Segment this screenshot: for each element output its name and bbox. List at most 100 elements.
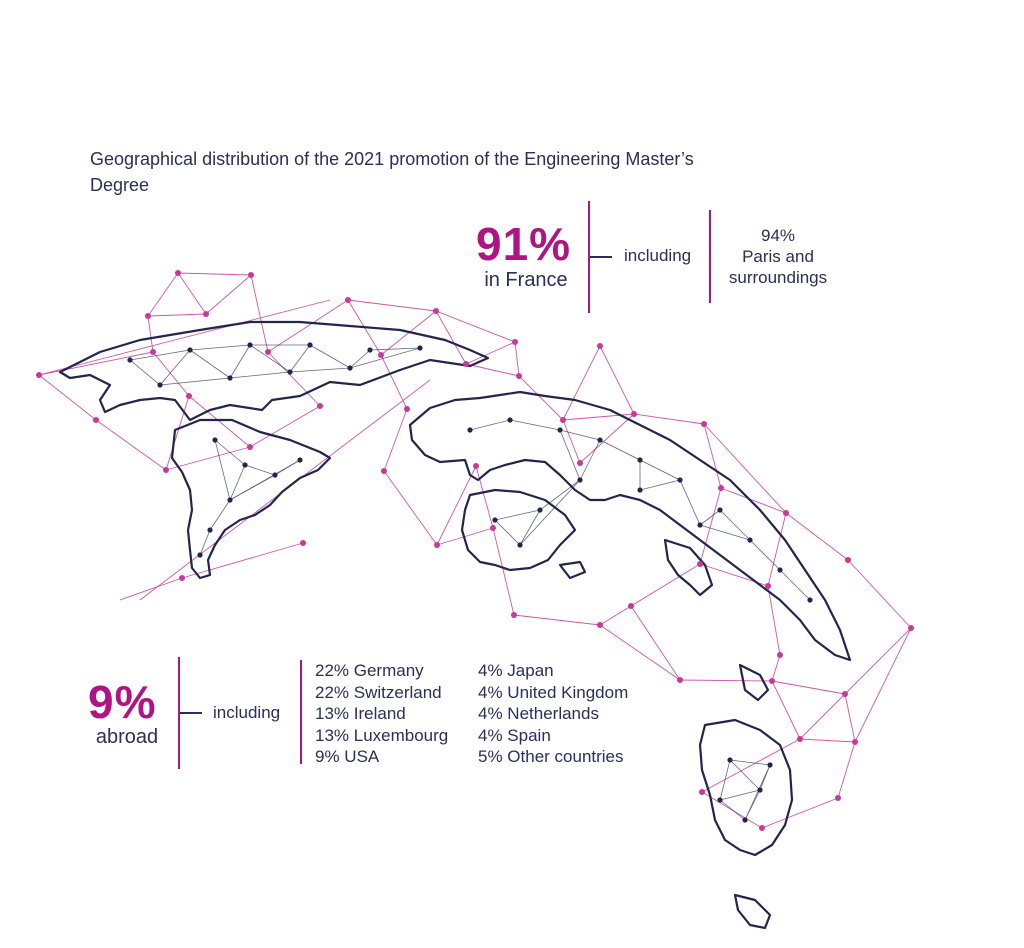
list-item: 13% Luxembourg	[315, 725, 449, 745]
network-link	[494, 509, 541, 521]
network-link	[165, 395, 190, 471]
network-node	[163, 467, 169, 473]
continent-node	[507, 417, 513, 423]
continent-outline	[460, 488, 577, 572]
list-item: 13% Ireland	[315, 704, 406, 723]
network-link	[38, 351, 154, 376]
network-link	[699, 487, 722, 565]
network-link	[579, 413, 635, 464]
network-link	[147, 272, 179, 317]
network-link	[767, 512, 787, 587]
network-link	[633, 413, 705, 425]
network-link	[469, 419, 511, 431]
continent-node	[717, 797, 723, 803]
network-node	[759, 825, 765, 831]
network-link	[244, 464, 276, 476]
network-link	[799, 738, 856, 743]
continent-outline	[58, 320, 490, 422]
network-node	[845, 557, 851, 563]
network-node	[36, 372, 42, 378]
network-link	[720, 487, 787, 514]
network-node	[783, 510, 789, 516]
continent-node	[537, 507, 543, 513]
network-link	[579, 439, 601, 481]
network-link	[229, 464, 246, 501]
network-link	[719, 789, 761, 801]
network-link	[349, 347, 421, 369]
network-link	[214, 439, 231, 501]
network-node	[512, 339, 518, 345]
network-node	[93, 417, 99, 423]
network-link	[188, 395, 251, 448]
network-node	[516, 373, 522, 379]
network-node	[186, 393, 192, 399]
network-link	[559, 429, 601, 441]
network-link	[189, 344, 251, 351]
continent-node	[197, 552, 203, 558]
list-item: 9% USA	[315, 747, 380, 766]
network-link	[519, 509, 541, 546]
france-label: in France	[484, 269, 568, 291]
network-link	[214, 439, 246, 466]
continent-node	[242, 462, 248, 468]
continent-node	[212, 437, 218, 443]
abroad-including: including	[213, 703, 281, 722]
network-link	[209, 499, 231, 531]
network-link	[249, 405, 321, 448]
network-link	[844, 627, 912, 695]
continent-node	[227, 497, 233, 503]
continent-node	[677, 477, 683, 483]
france-detail-label: Paris and surroundings	[728, 247, 828, 287]
continent-node	[597, 437, 603, 443]
continent-outline	[170, 418, 332, 580]
network-node	[560, 417, 566, 423]
continent-node	[127, 357, 133, 363]
network-link	[719, 799, 746, 821]
network-node	[179, 575, 185, 581]
network-link	[383, 470, 438, 546]
continent-node	[492, 517, 498, 523]
continent-node	[307, 342, 313, 348]
continent-node	[347, 365, 353, 371]
continent-node	[777, 567, 783, 573]
continent-outline	[663, 538, 714, 597]
list-item: 22% Switzerland	[315, 682, 442, 702]
network-link	[729, 759, 771, 766]
abroad-percent: 9%	[88, 676, 157, 728]
network-link	[771, 680, 846, 695]
network-node	[597, 343, 603, 349]
network-link	[703, 423, 787, 514]
continent-node	[227, 375, 233, 381]
list-item: 5% Other countries	[478, 747, 624, 766]
network-link	[837, 741, 856, 799]
network-link	[435, 310, 516, 343]
network-link	[630, 563, 701, 607]
network-link	[703, 423, 722, 489]
network-node	[511, 612, 517, 618]
continent-node	[697, 522, 703, 528]
network-node	[381, 468, 387, 474]
network-link	[250, 274, 269, 353]
network-link	[38, 374, 97, 421]
network-link	[349, 349, 371, 369]
continent-node	[727, 757, 733, 763]
network-node	[597, 622, 603, 628]
network-link	[701, 738, 801, 793]
continent-node	[157, 382, 163, 388]
network-link	[95, 419, 167, 471]
continent-node	[287, 369, 293, 375]
network-node	[404, 406, 410, 412]
network-link	[749, 539, 781, 571]
network-lines	[38, 272, 912, 829]
network-link	[562, 419, 581, 464]
continent-node	[367, 347, 373, 353]
network-link	[844, 693, 856, 743]
continent-node	[637, 457, 643, 463]
network-node	[777, 652, 783, 658]
continent-outline	[733, 893, 772, 930]
continent-node	[742, 817, 748, 823]
network-node	[378, 352, 384, 358]
network-link	[559, 429, 581, 481]
abroad-divider	[178, 657, 180, 769]
